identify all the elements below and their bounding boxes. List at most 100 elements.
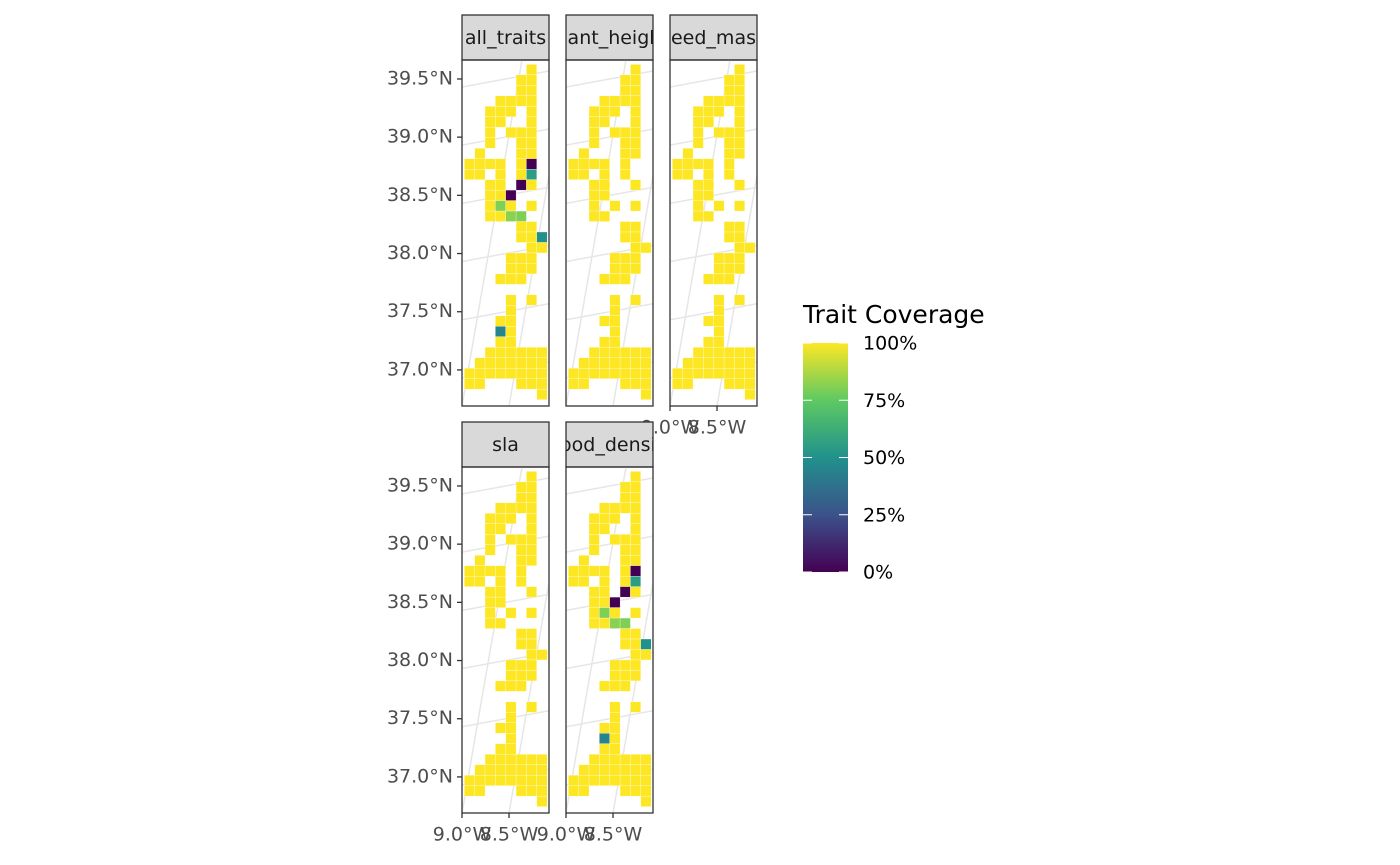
cell xyxy=(619,347,631,358)
cell xyxy=(578,357,590,369)
cell xyxy=(515,502,527,514)
cell xyxy=(515,231,527,243)
cell xyxy=(692,127,704,138)
cell xyxy=(536,764,548,776)
cell xyxy=(515,85,527,97)
cell xyxy=(619,481,631,493)
cell xyxy=(495,116,506,128)
cell xyxy=(703,315,714,327)
cell xyxy=(609,305,621,316)
cell xyxy=(713,347,725,358)
cell xyxy=(734,378,745,390)
cell xyxy=(630,357,641,369)
legend-label: 100% xyxy=(863,333,917,355)
cell xyxy=(703,210,714,222)
cell xyxy=(588,544,600,556)
cell xyxy=(619,586,631,598)
cell xyxy=(464,576,475,587)
cell xyxy=(723,347,735,358)
cell xyxy=(692,189,704,201)
cell xyxy=(734,116,745,128)
cell xyxy=(588,596,600,608)
cell xyxy=(484,544,496,556)
cell xyxy=(588,754,600,765)
cell xyxy=(630,95,641,107)
cell xyxy=(672,368,683,379)
cell xyxy=(619,638,631,650)
cell xyxy=(619,670,631,682)
cell xyxy=(744,357,756,369)
cell xyxy=(692,137,704,149)
cell xyxy=(526,764,537,776)
cell xyxy=(609,347,621,358)
cell xyxy=(526,586,537,598)
cell xyxy=(619,576,631,587)
cell xyxy=(474,576,486,587)
cell xyxy=(515,534,527,545)
cell xyxy=(619,127,631,138)
cell xyxy=(495,596,506,608)
cell xyxy=(640,795,652,807)
cell xyxy=(609,754,621,765)
cell xyxy=(505,754,517,765)
cell xyxy=(588,764,600,776)
cell xyxy=(495,586,506,598)
cell xyxy=(619,492,631,504)
cell xyxy=(703,336,714,348)
cell xyxy=(609,263,621,275)
legend-title: Trait Coverage xyxy=(802,300,985,329)
cell xyxy=(515,659,527,671)
cell xyxy=(588,189,600,201)
cell xyxy=(505,607,517,619)
cell xyxy=(495,179,506,191)
cell xyxy=(692,106,704,117)
cell xyxy=(495,617,506,629)
cell xyxy=(526,64,537,76)
cell xyxy=(464,368,475,379)
cell xyxy=(630,200,641,212)
cell xyxy=(630,607,641,619)
cell xyxy=(588,210,600,222)
cell xyxy=(630,502,641,514)
cell xyxy=(723,137,735,149)
cell xyxy=(599,106,610,117)
cell xyxy=(515,273,527,285)
cell xyxy=(692,116,704,128)
cell xyxy=(495,513,506,524)
cell xyxy=(640,775,652,786)
cell xyxy=(734,242,745,254)
cell xyxy=(588,534,600,545)
facet-label: seed_mass xyxy=(661,27,766,49)
cell xyxy=(630,701,641,713)
cell xyxy=(526,502,537,514)
cell xyxy=(713,273,725,285)
cell xyxy=(609,357,621,369)
cell xyxy=(515,368,527,379)
cell xyxy=(515,347,527,358)
legend-label: 50% xyxy=(863,447,905,469)
y-tick-label: 39.0°N xyxy=(387,533,453,555)
cell xyxy=(713,106,725,117)
cell xyxy=(599,617,610,629)
cell xyxy=(619,502,631,514)
cells xyxy=(672,64,756,400)
cell xyxy=(713,357,725,369)
cell xyxy=(526,534,537,545)
cell xyxy=(505,534,517,545)
panel-border xyxy=(461,466,550,814)
cell xyxy=(630,492,641,504)
cell xyxy=(505,252,517,264)
cell xyxy=(484,158,496,170)
cell xyxy=(630,764,641,776)
x-tick-label: 8.5°W xyxy=(480,824,539,846)
cell xyxy=(734,64,745,76)
cell xyxy=(495,158,506,170)
cell xyxy=(609,743,621,755)
cell xyxy=(599,754,610,765)
cell xyxy=(713,95,725,107)
cell xyxy=(484,523,496,535)
cell xyxy=(526,492,537,504)
cell xyxy=(599,764,610,776)
cell xyxy=(526,378,537,390)
cell xyxy=(484,607,496,619)
